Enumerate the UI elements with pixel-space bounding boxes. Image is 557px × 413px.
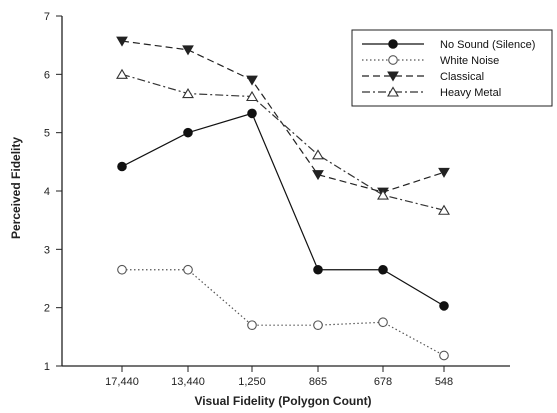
y-tick-label: 3 bbox=[44, 244, 50, 256]
series-line bbox=[121, 112, 445, 307]
legend-box bbox=[351, 29, 553, 107]
series-no-sound-silence bbox=[117, 108, 449, 311]
data-point bbox=[116, 68, 128, 79]
data-point bbox=[117, 161, 127, 172]
data-point bbox=[313, 264, 323, 275]
x-tick-label: 1,250 bbox=[238, 376, 266, 388]
y-tick-label: 2 bbox=[44, 303, 50, 315]
series-line bbox=[122, 269, 445, 357]
x-axis-title: Visual Fidelity (Polygon Count) bbox=[194, 394, 371, 408]
data-point bbox=[439, 350, 449, 361]
legend-label: Classical bbox=[440, 71, 484, 83]
x-tick-label: 865 bbox=[309, 376, 327, 388]
data-point bbox=[377, 189, 389, 200]
data-point bbox=[246, 75, 258, 86]
legend-label: No Sound (Silence) bbox=[440, 39, 535, 51]
y-tick-label: 6 bbox=[44, 69, 50, 81]
series-layer bbox=[116, 36, 450, 361]
series-classical bbox=[116, 36, 450, 198]
y-tick-label: 7 bbox=[44, 11, 50, 23]
data-point bbox=[247, 320, 257, 331]
y-tick-label: 5 bbox=[44, 128, 50, 140]
legend-label: White Noise bbox=[440, 55, 499, 67]
series-line bbox=[121, 40, 445, 193]
legend-item: Classical bbox=[362, 71, 484, 83]
series-heavy-metal bbox=[116, 68, 450, 215]
data-point bbox=[182, 87, 194, 99]
y-tick-label: 1 bbox=[44, 361, 50, 373]
legend-item: Heavy Metal bbox=[362, 86, 501, 99]
series-line bbox=[121, 73, 445, 211]
data-point bbox=[313, 320, 323, 331]
data-point bbox=[312, 149, 324, 160]
series-white-noise bbox=[117, 264, 449, 361]
legend-item: White Noise bbox=[362, 55, 499, 67]
data-point bbox=[183, 127, 193, 138]
data-point bbox=[378, 317, 388, 328]
data-point bbox=[438, 204, 450, 215]
y-axis-title: Perceived Fidelity bbox=[9, 137, 23, 239]
data-point bbox=[312, 170, 324, 181]
x-tick-label: 678 bbox=[374, 376, 392, 388]
legend-marker bbox=[388, 55, 398, 65]
legend-marker bbox=[387, 71, 399, 82]
data-point bbox=[246, 90, 258, 102]
x-tick-label: 13,440 bbox=[171, 376, 205, 388]
x-tick-label: 17,440 bbox=[105, 376, 139, 388]
data-point bbox=[378, 264, 388, 275]
data-point bbox=[183, 264, 193, 275]
x-tick-label: 548 bbox=[435, 376, 453, 388]
legend-marker bbox=[388, 39, 398, 49]
data-point bbox=[182, 45, 194, 56]
data-point bbox=[116, 36, 128, 47]
legend-marker bbox=[387, 86, 399, 97]
legend-item: No Sound (Silence) bbox=[362, 39, 535, 51]
data-point bbox=[438, 167, 450, 178]
data-point bbox=[117, 264, 127, 275]
data-point bbox=[439, 301, 449, 311]
data-point bbox=[247, 108, 257, 119]
axes: 1 2 3 4 5 6 7 17,440 13,440 1,250 865 678 548 bbox=[44, 11, 510, 388]
y-tick-label: 4 bbox=[44, 186, 50, 198]
legend-label: Heavy Metal bbox=[440, 87, 501, 99]
legend: No Sound (Silence) White Noise Classical He… bbox=[351, 29, 553, 107]
